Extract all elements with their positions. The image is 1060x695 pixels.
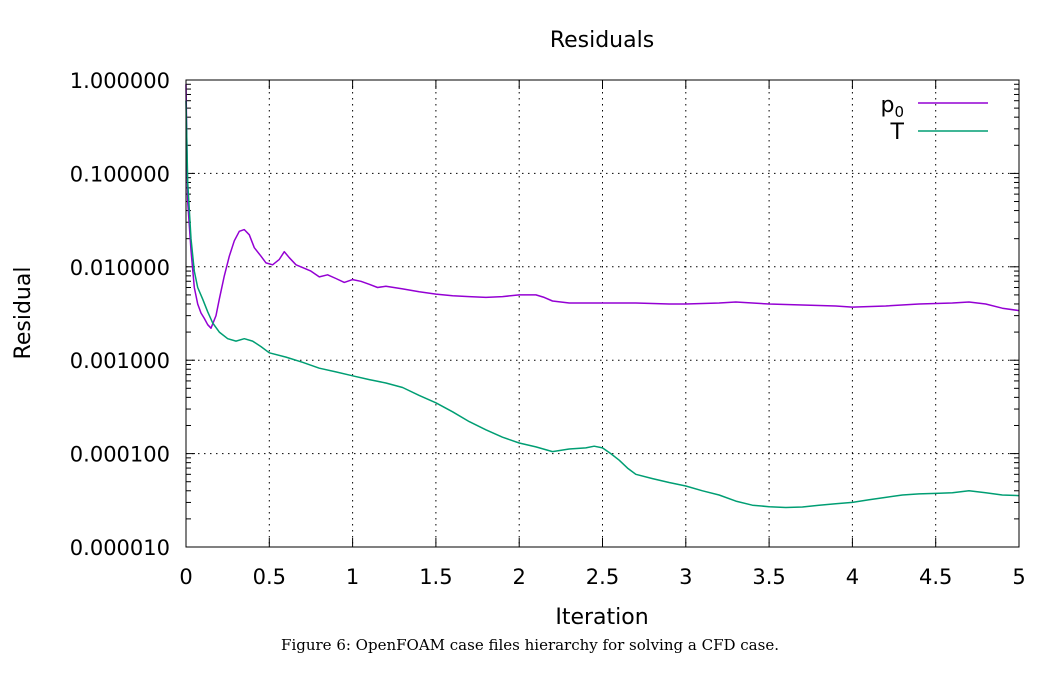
series-line-t <box>185 100 1020 509</box>
x-tick-label: 3 <box>679 565 692 589</box>
y-tick-label: 0.001000 <box>70 349 170 373</box>
legend-label-t: T <box>890 120 905 145</box>
x-tick-label: 1.5 <box>419 565 452 589</box>
x-axis-label: Iteration <box>555 605 648 630</box>
x-tick-label: 5 <box>1012 565 1025 589</box>
chart-title: Residuals <box>550 28 654 53</box>
x-tick-label: 3.5 <box>752 565 785 589</box>
series-lines <box>185 84 1020 509</box>
y-tick-labels: 1.000000 0.100000 0.010000 0.001000 0.000100… <box>70 69 170 560</box>
y-tick-label: 0.000100 <box>70 443 170 467</box>
x-tick-label: 4.5 <box>919 565 952 589</box>
y-tick-label: 0.010000 <box>70 256 170 280</box>
y-tick-label: 0.000010 <box>70 536 170 560</box>
plot-frame <box>185 79 1020 548</box>
legend: p0 T <box>880 93 988 145</box>
x-tick-label: 4 <box>846 565 859 589</box>
y-tick-label: 1.000000 <box>70 69 170 93</box>
x-tick-label: 1 <box>346 565 359 589</box>
figure-caption: Figure 6: OpenFOAM case files hierarchy … <box>281 636 779 654</box>
x-tick-label: 0 <box>179 565 192 589</box>
x-tick-label: 2.5 <box>586 565 619 589</box>
x-tick-label: 2 <box>513 565 526 589</box>
x-tick-label: 0.5 <box>253 565 286 589</box>
legend-p-name: p <box>880 93 894 118</box>
grid-lines <box>186 80 1019 547</box>
y-axis-label: Residual <box>11 267 36 360</box>
legend-p-subscript: 0 <box>894 103 904 121</box>
series-line-p0 <box>185 84 1020 329</box>
legend-label-p0: p0 <box>880 93 904 121</box>
x-tick-labels: 0 0.5 1 1.5 2 2.5 3 3.5 4 4.5 5 <box>179 565 1025 589</box>
y-tick-label: 0.100000 <box>70 162 170 186</box>
